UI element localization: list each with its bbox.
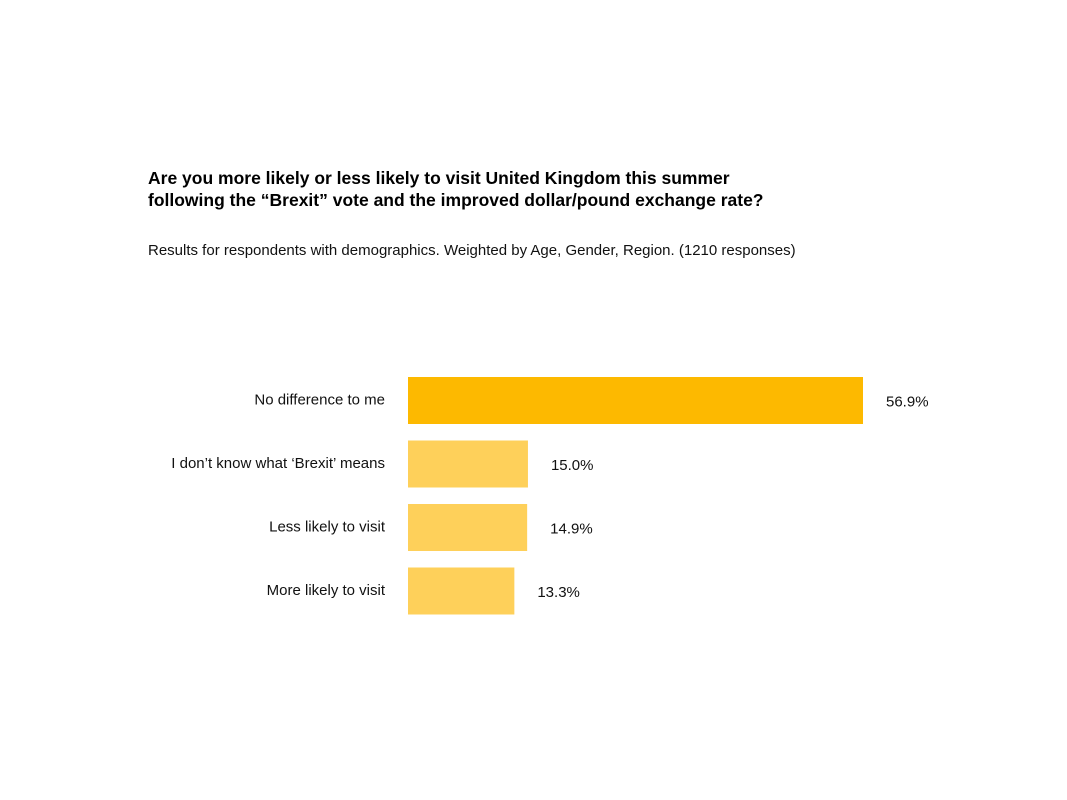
chart-title: Are you more likely or less likely to vi… [148, 167, 948, 211]
bar-1 [408, 377, 863, 424]
value-label-4: 13.3% [537, 584, 580, 601]
category-label-4: More likely to visit [267, 582, 386, 599]
chart-title-line-1: Are you more likely or less likely to vi… [148, 168, 730, 188]
category-label-1: No difference to me [254, 391, 385, 408]
value-label-2: 15.0% [551, 457, 594, 474]
bar-2 [408, 440, 528, 488]
bar-3 [408, 504, 528, 551]
value-label-3: 14.9% [550, 520, 593, 537]
chart-subtitle: Results for respondents with demographic… [148, 242, 796, 259]
category-label-2: I don’t know what ‘Brexit’ means [171, 455, 385, 472]
value-label-1: 56.9% [886, 393, 929, 410]
category-label-3: Less likely to visit [269, 518, 386, 535]
bar-4 [408, 567, 515, 615]
chart-title-line-2: following the “Brexit” vote and the impr… [148, 190, 764, 210]
